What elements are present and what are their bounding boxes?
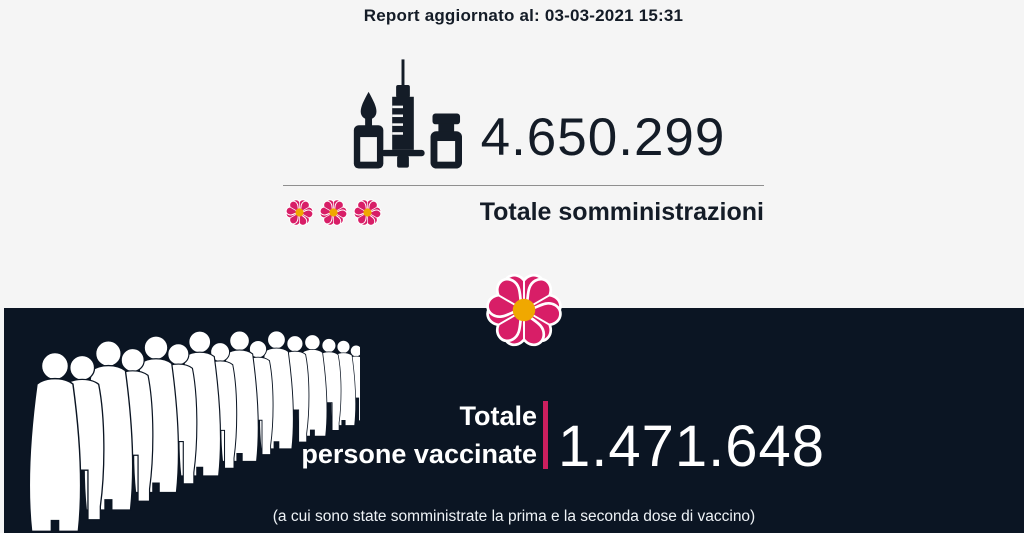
big-flower-icon	[479, 265, 569, 355]
flower-icon	[352, 198, 383, 226]
accent-bar	[543, 401, 548, 469]
vaccinated-footnote: (a cui sono state somministrate la prima…	[272, 508, 756, 525]
total-vaccinated-label-line2: persone vaccinate	[301, 438, 537, 469]
total-administered-label: Totale somministrazioni	[479, 197, 764, 226]
total-vaccinated-label: Totale persone vaccinate	[301, 398, 537, 474]
administered-label-row: Totale somministrazioni	[283, 194, 764, 230]
total-administered-value: 4.650.299	[480, 108, 726, 167]
report-updated-text: Report aggiornato al: 03-03-2021 15:31	[363, 6, 684, 25]
divider-line	[283, 185, 764, 186]
total-vaccinated-value: 1.471.648	[558, 414, 826, 479]
mini-flower-icons	[283, 196, 384, 229]
flower-icon	[284, 198, 315, 226]
flower-icon	[318, 198, 349, 226]
total-vaccinated-label-line1: Totale	[459, 401, 537, 431]
syringe-and-vials-icon	[344, 56, 462, 170]
